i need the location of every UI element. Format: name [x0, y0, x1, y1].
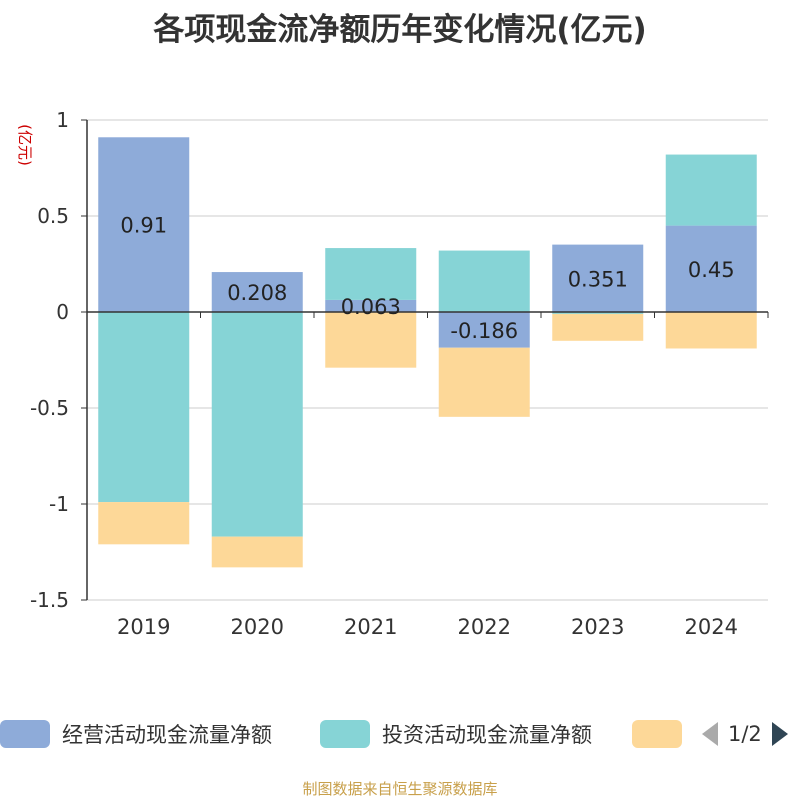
bar-financing: [325, 312, 417, 368]
bar-operating: [211, 272, 303, 312]
legend-item-investing[interactable]: 投资活动现金流量净额: [320, 712, 592, 756]
legend: 经营活动现金流量净额 投资活动现金流量净额: [0, 712, 800, 756]
data-label: -0.186: [450, 319, 518, 343]
y-tick-label: 1: [56, 108, 69, 132]
bar-investing: [211, 312, 303, 537]
data-source-note: 制图数据来自恒生聚源数据库: [302, 780, 498, 798]
legend-swatch-investing: [320, 720, 370, 748]
chart-area: 1 0.5 0 -0.5 -1 -1.5 (亿元) 2019 2020 2021 2022 2023 2…: [16, 108, 769, 639]
data-label: 0.208: [227, 281, 287, 305]
bar-financing: [438, 347, 530, 417]
x-tick-label: 2024: [685, 615, 738, 639]
bar-operating: [325, 299, 417, 312]
bar-investing: [325, 248, 417, 300]
chart-title: 各项现金流净额历年变化情况(亿元): [153, 12, 647, 48]
bar-financing: [98, 502, 190, 545]
x-tick-label: 2023: [571, 615, 624, 639]
y-axis-unit-label: (亿元): [16, 124, 34, 166]
y-tick-label: 0.5: [37, 204, 69, 228]
bar-investing: [665, 154, 757, 226]
bar-operating: [98, 137, 190, 312]
x-tick-label: 2021: [344, 615, 397, 639]
y-tick-label: -1.5: [30, 588, 69, 612]
bar-investing: [98, 312, 190, 503]
bar-operating: [665, 225, 757, 312]
legend-pager: 1/2: [700, 712, 790, 756]
legend-swatch-operating: [0, 720, 50, 748]
legend-page-indicator: 1/2: [728, 722, 762, 746]
data-label: 0.45: [688, 258, 735, 282]
x-tick-label: 2020: [231, 615, 284, 639]
bar-financing: [665, 312, 757, 349]
legend-swatch-financing: [632, 720, 682, 748]
bar-operating: [552, 244, 644, 312]
x-tick-label: 2022: [458, 615, 511, 639]
data-label: 0.351: [568, 267, 628, 291]
legend-item-operating[interactable]: 经营活动现金流量净额: [0, 712, 272, 756]
legend-next-icon[interactable]: [770, 720, 790, 748]
legend-label-investing: 投资活动现金流量净额: [382, 723, 592, 747]
x-tick-label: 2019: [117, 615, 170, 639]
data-label: 0.063: [341, 295, 401, 319]
bar-financing: [552, 313, 644, 341]
legend-prev-icon[interactable]: [700, 720, 720, 748]
y-tick-label: -0.5: [30, 396, 69, 420]
bar-financing: [211, 536, 303, 568]
y-tick-label: 0: [56, 300, 69, 324]
legend-item-financing[interactable]: [632, 712, 682, 756]
y-tick-label: -1: [49, 492, 69, 516]
bar-operating: [438, 312, 530, 348]
data-label: 0.91: [120, 214, 167, 238]
bar-investing: [438, 250, 530, 312]
bar-investing: [552, 312, 644, 314]
legend-label-operating: 经营活动现金流量净额: [62, 723, 272, 747]
